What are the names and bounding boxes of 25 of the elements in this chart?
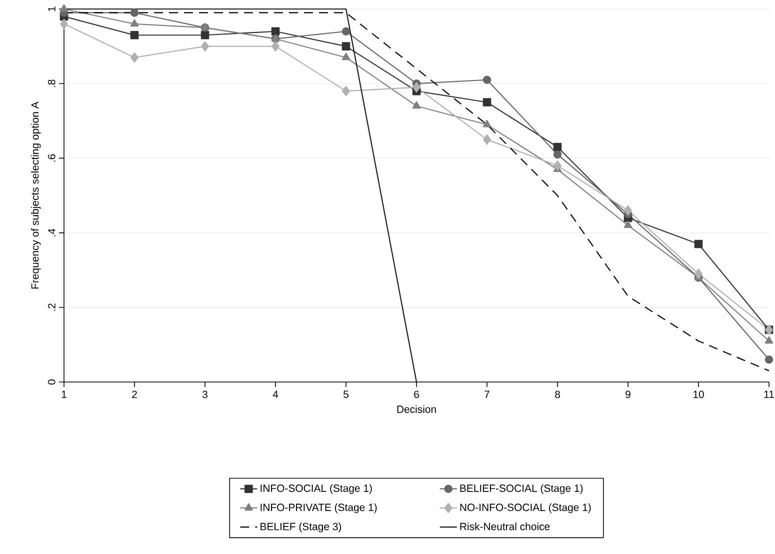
x-tick-label: 9 <box>626 390 630 398</box>
legend-label: INFO-SOCIAL (Stage 1) <box>260 484 372 494</box>
x-tick-label: 5 <box>344 390 348 398</box>
y-tick-label: .2 <box>48 304 56 311</box>
x-tick-label: 11 <box>764 390 774 398</box>
y-tick-label: .4 <box>48 228 56 236</box>
x-tick-label: 8 <box>555 390 560 398</box>
legend-label: BELIEF (Stage 3) <box>260 522 342 532</box>
x-axis-title: Decision <box>397 405 436 413</box>
y-axis-title: Frequency of subjects selecting option A <box>30 102 41 289</box>
x-tick-label: 1 <box>62 390 66 398</box>
x-tick-label: 10 <box>693 390 704 398</box>
x-tick-label: 6 <box>414 390 419 398</box>
legend-label: NO-INFO-SOCIAL (Stage 1) <box>460 503 591 514</box>
x-tick-label: 3 <box>202 390 208 398</box>
y-tick-label: 1 <box>48 6 56 12</box>
y-tick-label: 0 <box>48 380 56 385</box>
legend-label: BELIEF-SOCIAL (Stage 1) <box>460 484 583 494</box>
legend-label: Risk-Neutral choice <box>460 522 550 530</box>
legend-label: INFO-PRIVATE (Stage 1) <box>260 503 377 514</box>
y-tick-label: .8 <box>48 80 56 88</box>
x-tick-label: 4 <box>272 390 278 398</box>
x-tick-label: 7 <box>484 390 490 398</box>
y-tick-label: .6 <box>48 154 56 162</box>
x-tick-label: 2 <box>132 390 137 398</box>
